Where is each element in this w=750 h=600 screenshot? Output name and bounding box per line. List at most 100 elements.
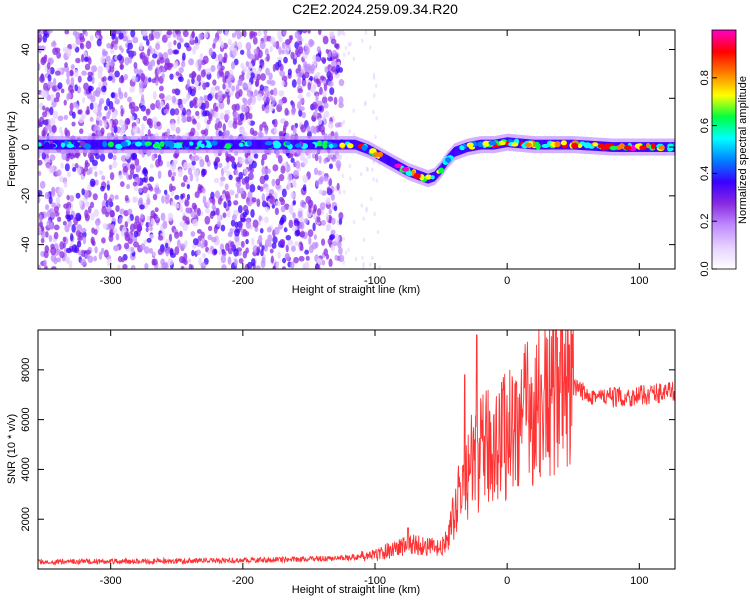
spectrogram-noise-cell [316, 100, 323, 107]
spectrogram-noise-cell [219, 112, 225, 120]
spectrogram-noise-cell [84, 30, 88, 37]
spectrogram-ridge-core [59, 139, 62, 150]
spectrogram-noise-cell [174, 194, 180, 200]
spectrogram-noise-cell [328, 208, 333, 215]
spectrogram-noise-cell [221, 264, 227, 269]
spectrogram-noise-cell [309, 75, 314, 82]
spectrogram-noise-cell [283, 56, 288, 64]
spectrogram-noise-cell [278, 130, 284, 137]
spectrogram-noise-cell [196, 98, 202, 108]
spectrogram-noise-cell [152, 258, 158, 266]
spectrogram-noise-cell [196, 122, 201, 131]
spectrogram-noise-cell [233, 111, 239, 119]
spectrogram-noise-cell [208, 113, 213, 122]
spectrogram-noise-cell [260, 73, 266, 81]
spectrogram-noise-cell [291, 178, 297, 187]
spectrogram-noise-cell [240, 240, 245, 248]
spectrogram-ridge-blob [438, 167, 445, 174]
spectrogram-noise-cell [314, 241, 319, 248]
spectrogram-noise-cell [103, 122, 107, 129]
spectrogram-noise-cell [130, 50, 137, 57]
spectrogram-noise-cell [335, 64, 340, 74]
spectrogram-noise-cell [39, 75, 45, 83]
spectrogram-noise-cell [77, 250, 82, 256]
spectrogram-noise-cell [118, 119, 124, 126]
spectrogram-noise-cell [84, 159, 89, 166]
spectrogram-ridge-blob [361, 144, 368, 151]
spectrogram-noise-cell [96, 30, 102, 36]
spectrogram-noise-cell [294, 229, 300, 237]
spectrogram-noise-cell [240, 217, 247, 223]
spectrogram-noise-cell [102, 223, 108, 230]
spectrogram-noise-cell [114, 36, 119, 45]
spectrogram-ridge-blob [169, 143, 174, 149]
spectrogram-noise-cell [230, 61, 236, 70]
spectrogram-noise-cell [261, 256, 266, 264]
spectrogram-noise-cell [130, 106, 135, 115]
spectrogram-noise-cell [206, 199, 211, 208]
spectrogram-noise-cell [111, 33, 116, 40]
spectrogram-ridge-core [353, 139, 356, 150]
spectrogram-noise-cell [172, 159, 178, 165]
spectrogram-ridge-core [114, 139, 117, 150]
spectrogram-frame [37, 29, 676, 270]
spectrogram-noise-cell [322, 175, 329, 182]
spectrogram-noise-cell [143, 239, 148, 245]
spectrogram-noise-cell [105, 55, 111, 63]
spectrogram-noise-cell [175, 71, 180, 77]
spectrogram-noise-cell [172, 171, 177, 177]
spectrogram-noise-cell [66, 171, 72, 178]
colorbar-tick-label: 0.4 [699, 166, 711, 181]
spectrogram-noise-cell [70, 77, 75, 85]
spectrogram-noise-cell [200, 129, 206, 135]
spectrogram-noise-cell [62, 220, 67, 226]
spectrogram-noise-cell [342, 52, 346, 57]
spectrogram-ridge-blob [554, 141, 561, 148]
spectrogram-noise-cell [91, 65, 98, 73]
spectrogram-ridge-blob [413, 173, 421, 179]
spectrogram-ridge-core [355, 140, 358, 150]
spectrogram-noise-cell [47, 81, 54, 89]
spectrogram-noise-cell [180, 61, 186, 68]
spectrogram-noise-cell [178, 256, 185, 264]
spectrogram-ridge-core [367, 144, 369, 155]
spectrogram-noise-cell [101, 205, 107, 215]
spectrogram-noise-cell [279, 238, 286, 245]
spectrogram-noise-cell [264, 48, 269, 56]
spectrogram-noise-cell [118, 76, 125, 84]
spectrogram-noise-cell [120, 257, 125, 263]
colorbar: 0.0 0.2 0.4 0.6 0.8 Normalized spectral ampl… [699, 29, 749, 277]
spectrogram-noise-cell [204, 215, 211, 225]
spectrogram-noise-cell [101, 237, 106, 244]
spectrogram-noise-cell [249, 166, 254, 174]
colorbar-tick-label: 0.0 [699, 261, 711, 276]
spectrogram-noise-cell [84, 63, 91, 71]
snr-y-ticks: 2000 4000 6000 8000 [20, 358, 675, 531]
spectrogram-noise-cell [243, 168, 249, 175]
spectrogram-noise-cell [87, 184, 92, 192]
spectrogram-ridge-core [539, 139, 542, 150]
spectrogram-y-ticks: -40 -20 0 20 40 [20, 43, 675, 253]
spectrogram-noise-cell [225, 155, 231, 162]
spectrogram-noise-cell [312, 54, 317, 62]
spectrogram-noise-cell [67, 43, 73, 50]
spectrogram-noise-cell [42, 111, 48, 118]
spectrogram-noise-cell [208, 47, 213, 56]
spectrogram-noise-cell [90, 212, 95, 221]
spectrogram-noise-cell [98, 251, 103, 260]
spectrogram-noise-cell [318, 30, 322, 36]
spectrogram-noise-cell [106, 111, 111, 120]
spectrogram-ridge-core [654, 142, 657, 152]
spectrogram-noise-cell [348, 164, 352, 169]
spectrogram-noise-cell [93, 102, 98, 109]
spectrogram-noise-cell [151, 154, 156, 162]
spectrogram-noise-cell [79, 42, 84, 49]
spectrogram-noise-cell [212, 197, 216, 206]
spectrogram-noise-cell [337, 241, 342, 249]
spectrogram-noise-cell [113, 245, 119, 252]
spectrogram-noise-cell [312, 111, 319, 118]
spectrogram-noise-cell [64, 62, 68, 68]
spectrogram-noise-cell [107, 152, 114, 160]
spectrogram-noise-cell [228, 74, 235, 81]
spectrogram-noise-cell [54, 70, 61, 76]
